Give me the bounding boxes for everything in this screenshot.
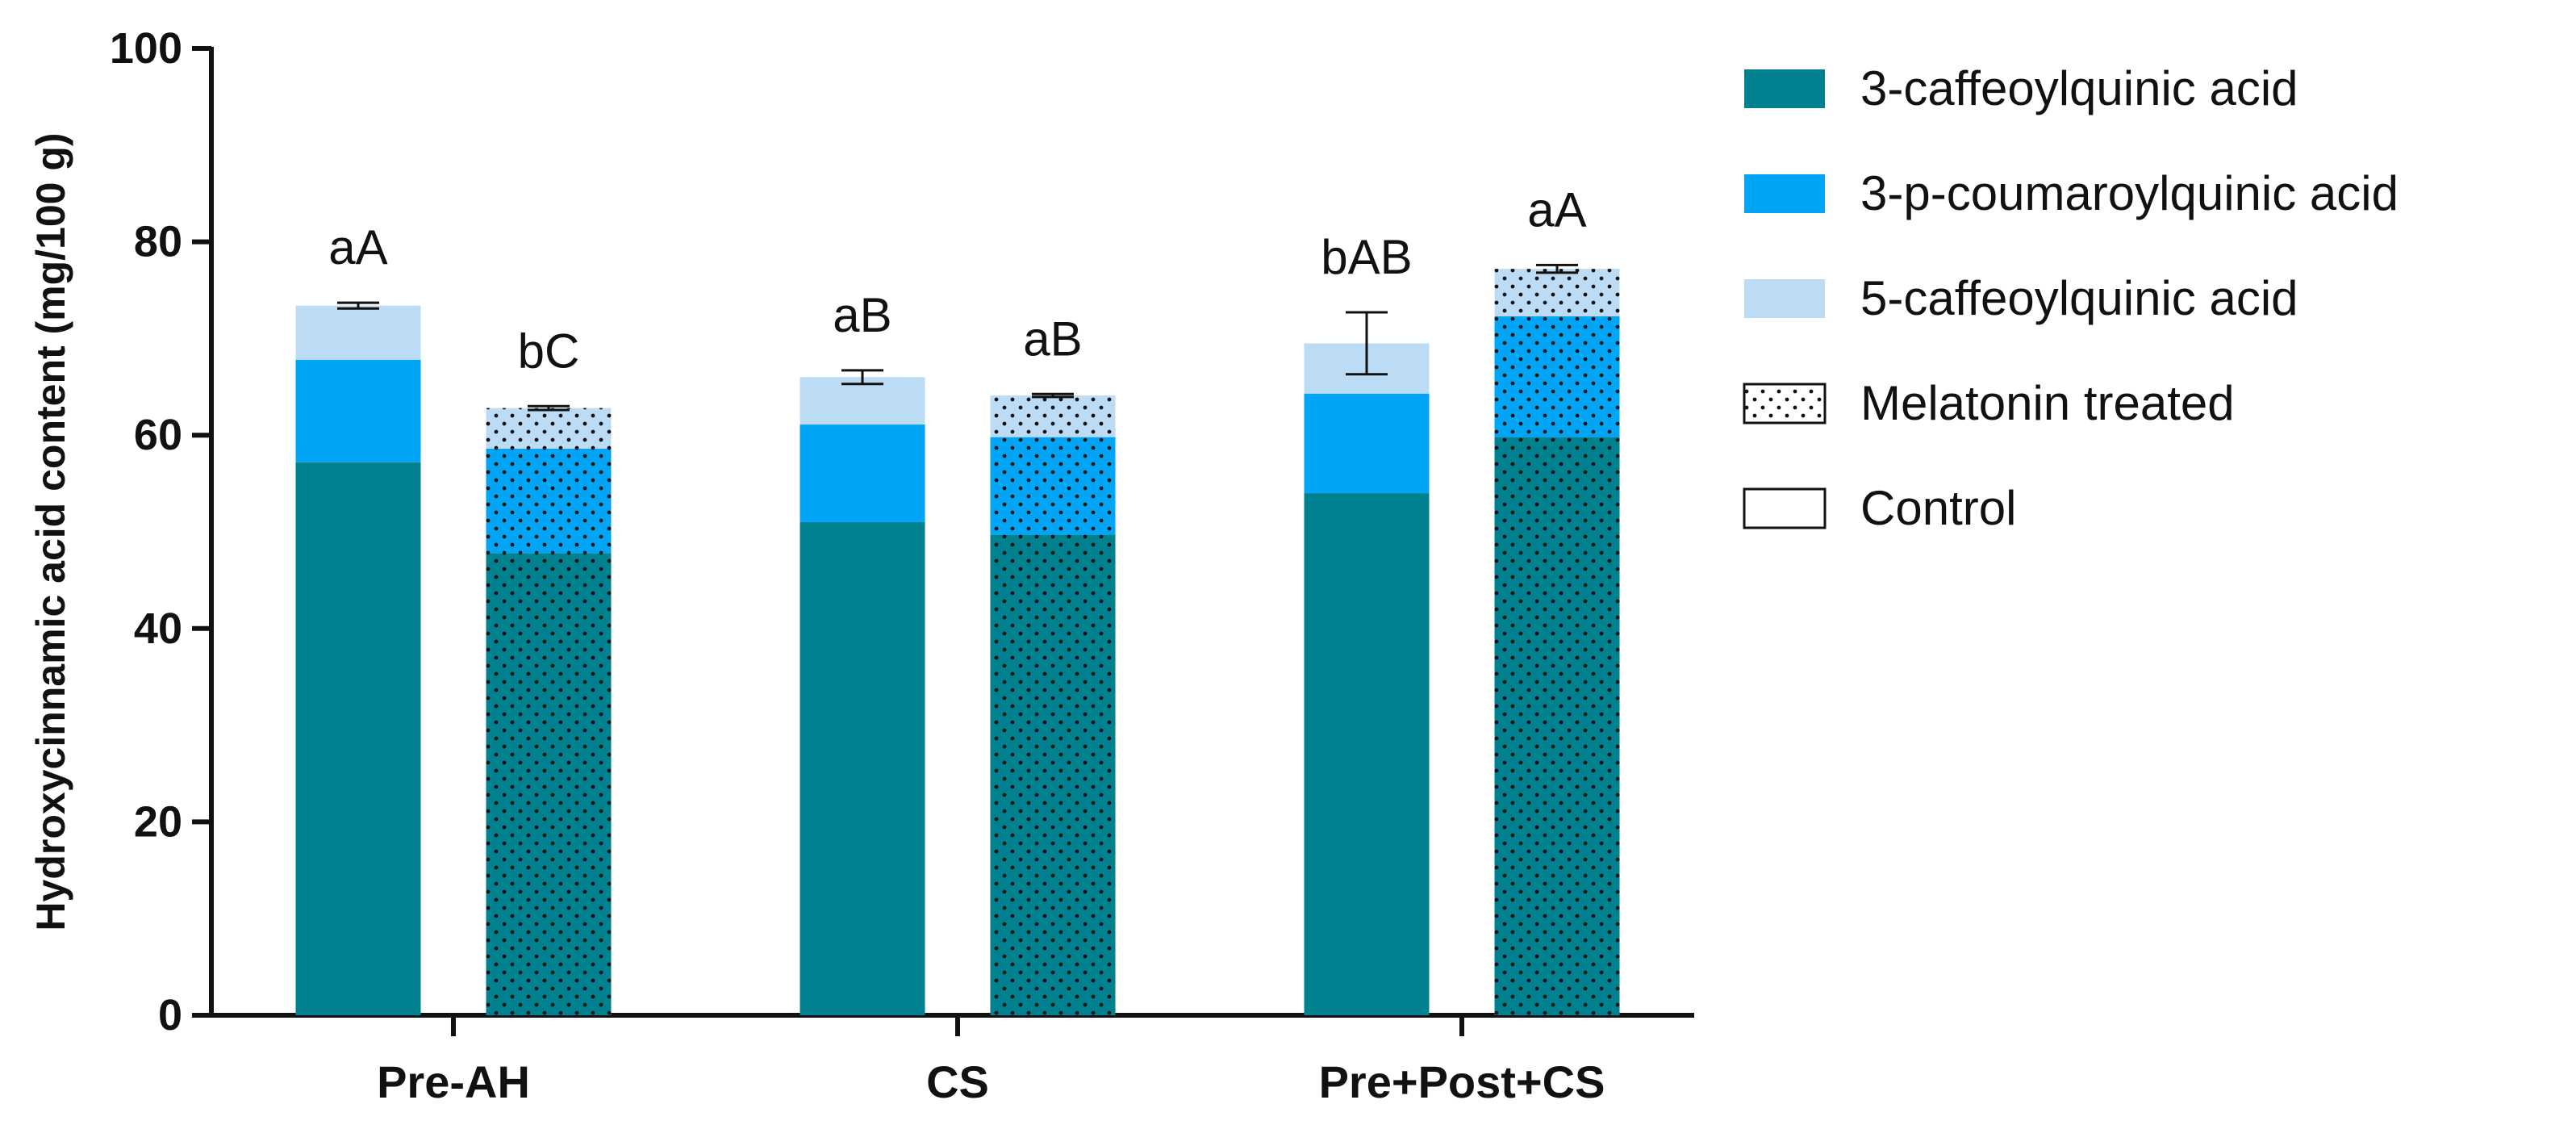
legend-label: 3-p-coumaroylquinic acid [1860,166,2399,220]
x-tick-label: Pre+Post+CS [1319,1056,1605,1107]
legend-swatch [1744,69,1825,108]
legend-swatch [1744,279,1825,318]
bar-segment-pattern [1494,437,1620,1015]
bar-segment [1304,493,1430,1015]
x-tick-label: CS [926,1056,989,1107]
legend-swatch-pattern [1744,384,1825,423]
legend: 3-caffeoylquinic acid 3-p-coumaroylquinic… [1743,61,2399,535]
significance-label: aB [1023,312,1082,366]
bar-segment-pattern [486,448,612,554]
bar-segment-pattern [990,534,1116,1015]
bar-segment-pattern [1494,269,1620,316]
y-tick-label: 80 [134,218,182,266]
bar-segment-pattern [990,437,1116,535]
bar-segment [800,522,925,1015]
legend-swatch [1743,487,1827,529]
bar-segment [295,462,421,1015]
bar-segment [1304,393,1430,494]
y-tick-label: 40 [134,604,182,653]
y-tick-label: 20 [134,797,182,846]
significance-label: aA [1527,182,1586,236]
legend-swatch [1744,174,1825,213]
y-tick-label: 100 [110,24,182,73]
y-axis-title: Hydroxycinnamic acid content (mg/100 g) [28,132,73,931]
legend-label: Control [1860,481,2016,535]
significance-label: bAB [1321,230,1412,284]
significance-label: aA [328,220,387,274]
bar-segment [295,359,421,462]
bar-segment-pattern [990,395,1116,437]
plot-area: 0 20 40 60 80 100 Hydroxycinnamic acid content… [28,24,1694,1107]
bar-segment [800,425,925,523]
bar-segment-pattern [486,553,612,1015]
significance-label: bC [518,324,580,378]
legend-label: Melatonin treated [1860,376,2235,430]
bar-segment [295,305,421,360]
bar-segment-pattern [486,408,612,449]
bar-segment-pattern [1494,316,1620,437]
significance-label: aB [833,288,891,342]
legend-label: 5-caffeoylquinic acid [1860,271,2298,325]
y-tick-label: 0 [158,991,182,1039]
y-tick-label: 60 [134,411,182,459]
legend-label: 3-caffeoylquinic acid [1860,61,2298,115]
x-tick-label: Pre-AH [377,1056,530,1107]
